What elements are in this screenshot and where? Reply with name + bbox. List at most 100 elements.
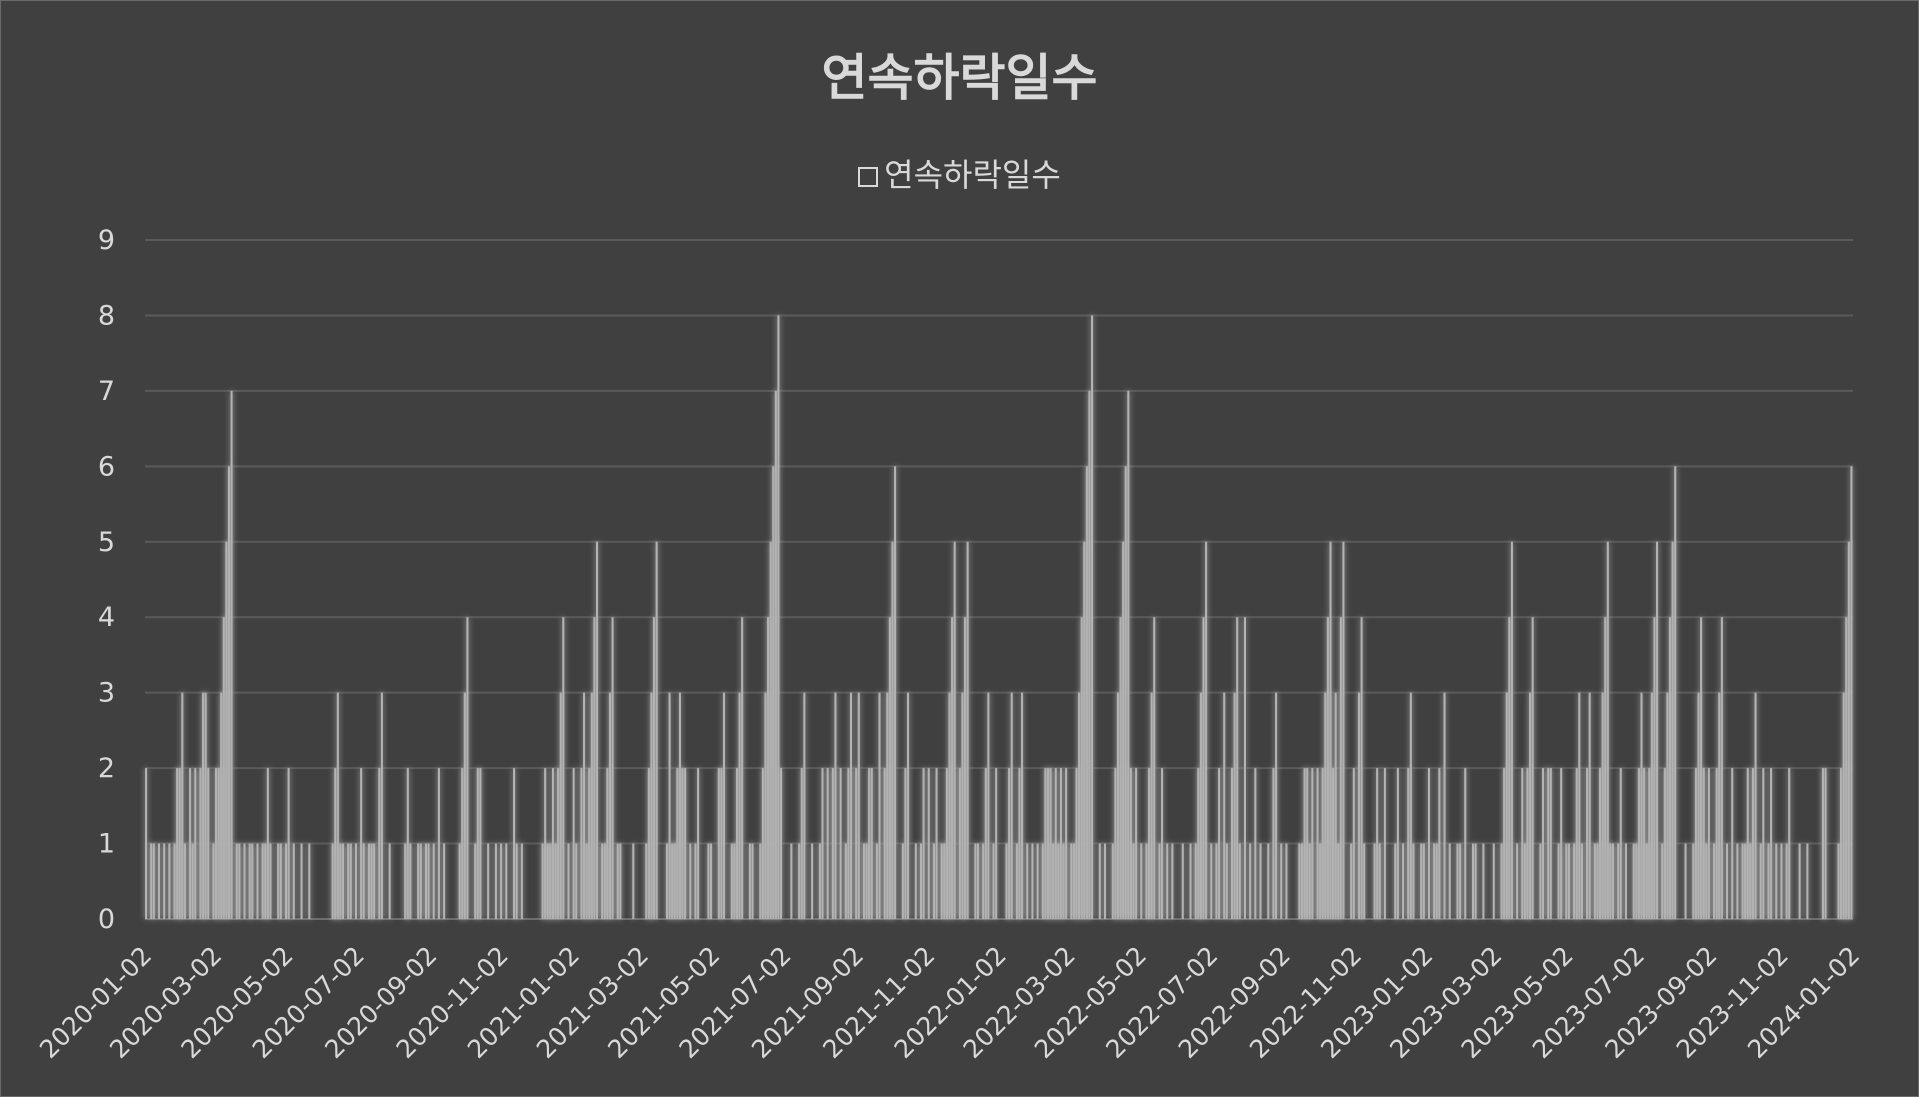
bar <box>611 617 614 919</box>
bar <box>870 768 873 919</box>
bar <box>1775 843 1778 919</box>
bar <box>261 843 264 919</box>
bar <box>227 466 231 919</box>
bar <box>868 768 871 919</box>
bar <box>1339 617 1342 919</box>
bar <box>849 692 853 919</box>
bar <box>730 843 733 919</box>
bar <box>1238 843 1241 919</box>
bar <box>1031 843 1034 919</box>
bar <box>1298 843 1301 919</box>
bar <box>331 843 334 919</box>
bar <box>1624 843 1627 919</box>
bar <box>347 843 350 919</box>
bar <box>800 768 803 919</box>
bar <box>945 768 948 919</box>
y-tick-label: 6 <box>98 451 115 482</box>
bar <box>487 843 490 919</box>
bar <box>1435 843 1438 919</box>
bar <box>1360 617 1363 919</box>
bar <box>1617 843 1620 919</box>
bar <box>1114 768 1117 919</box>
bar <box>1648 768 1651 919</box>
bar <box>1122 541 1125 919</box>
bar <box>1599 768 1602 919</box>
bar <box>844 843 847 919</box>
bar <box>225 541 228 919</box>
bar <box>951 617 954 919</box>
bar <box>152 843 155 919</box>
bar <box>557 768 560 919</box>
bar <box>1135 768 1138 919</box>
bar <box>1472 843 1475 919</box>
bar <box>1215 843 1218 919</box>
bar <box>1225 843 1228 919</box>
chart-title: 연속하락일수 <box>821 49 1098 107</box>
y-tick-label: 9 <box>98 225 115 256</box>
bar <box>671 843 674 919</box>
bar <box>1127 390 1130 919</box>
bar <box>1021 692 1024 919</box>
bar <box>404 843 407 919</box>
bar <box>1557 843 1560 919</box>
y-tick-label: 3 <box>98 678 115 709</box>
bar <box>645 843 648 919</box>
bar <box>821 768 824 919</box>
bar <box>1474 843 1477 919</box>
bar <box>207 768 210 919</box>
bar <box>826 768 829 919</box>
bar <box>1492 843 1495 919</box>
bar <box>1119 617 1122 919</box>
bar <box>277 843 280 919</box>
bar <box>520 843 523 919</box>
bar <box>181 692 184 919</box>
bar <box>1707 768 1710 919</box>
bar <box>878 692 881 919</box>
bar <box>652 617 656 919</box>
bar <box>1422 843 1425 919</box>
bar <box>862 843 865 919</box>
bar <box>958 768 961 919</box>
bar <box>1300 843 1304 919</box>
bar <box>562 617 565 919</box>
bar <box>982 843 985 919</box>
bar <box>943 843 946 919</box>
bar <box>238 843 241 919</box>
bar <box>1334 692 1337 919</box>
bar <box>1075 768 1078 919</box>
bar <box>1806 843 1809 919</box>
bar <box>551 768 554 919</box>
bar <box>367 843 370 919</box>
bar <box>1746 768 1749 919</box>
legend-label: 연속하락일수 <box>884 156 1061 194</box>
bar <box>1052 843 1055 919</box>
bar <box>1062 843 1065 919</box>
bar <box>1070 843 1073 919</box>
bar <box>479 768 482 919</box>
bar <box>541 843 544 919</box>
bar <box>1653 617 1656 919</box>
bar <box>883 768 886 919</box>
bar <box>572 768 575 919</box>
bar <box>689 843 692 919</box>
bar <box>1311 768 1314 919</box>
bar <box>678 692 681 919</box>
bar <box>681 768 684 919</box>
bar <box>894 466 897 919</box>
bar <box>466 617 469 919</box>
bar <box>1080 617 1083 919</box>
bar <box>173 843 176 919</box>
bar <box>1205 541 1208 919</box>
bar <box>665 843 669 919</box>
bar <box>803 692 806 919</box>
bar <box>1321 768 1324 919</box>
bar <box>1132 843 1135 919</box>
bar <box>694 843 697 919</box>
bar <box>655 541 658 919</box>
bar <box>1521 768 1524 919</box>
bar <box>583 692 586 919</box>
bar <box>248 843 251 919</box>
bar <box>798 843 801 919</box>
bar <box>1036 843 1039 919</box>
